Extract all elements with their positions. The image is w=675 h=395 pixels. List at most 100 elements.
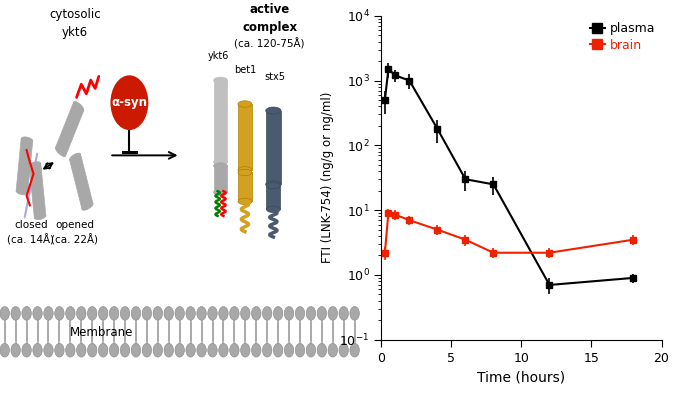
Circle shape — [153, 343, 163, 357]
Circle shape — [263, 307, 272, 320]
Circle shape — [197, 343, 207, 357]
Circle shape — [186, 307, 195, 320]
Circle shape — [99, 343, 108, 357]
Circle shape — [328, 343, 338, 357]
Circle shape — [76, 343, 86, 357]
Ellipse shape — [238, 198, 252, 205]
Circle shape — [252, 343, 261, 357]
Circle shape — [230, 307, 239, 320]
Ellipse shape — [74, 102, 84, 111]
Ellipse shape — [267, 206, 280, 213]
Polygon shape — [238, 173, 252, 201]
Circle shape — [208, 343, 217, 357]
Polygon shape — [70, 154, 93, 209]
Circle shape — [120, 343, 130, 357]
Text: (ca. 14Å): (ca. 14Å) — [7, 234, 55, 245]
Circle shape — [350, 307, 359, 320]
Circle shape — [11, 343, 20, 357]
Text: closed: closed — [14, 220, 48, 229]
Circle shape — [65, 343, 75, 357]
Text: bet1: bet1 — [234, 65, 256, 75]
Circle shape — [306, 343, 316, 357]
Circle shape — [22, 343, 31, 357]
Circle shape — [131, 307, 140, 320]
Circle shape — [11, 307, 20, 320]
Text: (ca. 22Å): (ca. 22Å) — [51, 234, 99, 245]
Circle shape — [284, 307, 294, 320]
Circle shape — [120, 307, 130, 320]
Circle shape — [230, 343, 239, 357]
Polygon shape — [213, 80, 227, 162]
Ellipse shape — [266, 181, 281, 188]
Circle shape — [175, 343, 184, 357]
Circle shape — [153, 307, 163, 320]
Ellipse shape — [21, 137, 33, 143]
Circle shape — [88, 343, 97, 357]
Circle shape — [306, 307, 316, 320]
Text: α-syn: α-syn — [111, 96, 147, 109]
Circle shape — [142, 343, 152, 357]
Circle shape — [317, 307, 327, 320]
Circle shape — [99, 307, 108, 320]
Ellipse shape — [16, 189, 28, 195]
Circle shape — [339, 343, 348, 357]
Circle shape — [295, 307, 304, 320]
Ellipse shape — [213, 77, 227, 83]
Circle shape — [44, 343, 53, 357]
Text: (ca. 120-75Å): (ca. 120-75Å) — [234, 38, 305, 49]
Circle shape — [131, 343, 140, 357]
Polygon shape — [16, 139, 32, 193]
Circle shape — [44, 307, 53, 320]
Circle shape — [317, 343, 327, 357]
Circle shape — [55, 307, 64, 320]
Circle shape — [339, 307, 348, 320]
X-axis label: Time (hours): Time (hours) — [477, 370, 566, 384]
Circle shape — [76, 307, 86, 320]
Circle shape — [208, 307, 217, 320]
Ellipse shape — [267, 182, 280, 189]
Circle shape — [33, 343, 43, 357]
Ellipse shape — [29, 162, 40, 167]
Text: ykt6: ykt6 — [208, 51, 230, 61]
Circle shape — [65, 307, 75, 320]
Ellipse shape — [213, 163, 227, 169]
Ellipse shape — [34, 214, 46, 220]
Text: ykt6: ykt6 — [61, 26, 88, 39]
Circle shape — [0, 343, 9, 357]
Polygon shape — [213, 166, 227, 192]
Text: Membrane: Membrane — [70, 326, 134, 339]
Ellipse shape — [238, 101, 252, 107]
Circle shape — [197, 307, 207, 320]
Circle shape — [219, 343, 228, 357]
Circle shape — [295, 343, 304, 357]
Legend: plasma, brain: plasma, brain — [590, 22, 655, 52]
Polygon shape — [55, 102, 84, 156]
Circle shape — [0, 307, 9, 320]
Circle shape — [109, 307, 119, 320]
Circle shape — [142, 307, 152, 320]
Text: complex: complex — [242, 21, 297, 34]
Circle shape — [273, 343, 283, 357]
Y-axis label: FTI (LNK-754) (ng/g or ng/ml): FTI (LNK-754) (ng/g or ng/ml) — [321, 92, 334, 263]
Ellipse shape — [55, 147, 65, 157]
Circle shape — [219, 307, 228, 320]
Ellipse shape — [213, 189, 227, 196]
Ellipse shape — [266, 107, 281, 114]
Circle shape — [88, 307, 97, 320]
Polygon shape — [29, 164, 46, 218]
Circle shape — [175, 307, 184, 320]
Circle shape — [186, 343, 195, 357]
Polygon shape — [266, 111, 281, 184]
Circle shape — [252, 307, 261, 320]
Circle shape — [33, 307, 43, 320]
Ellipse shape — [238, 169, 252, 176]
Circle shape — [240, 343, 250, 357]
Circle shape — [55, 343, 64, 357]
Ellipse shape — [82, 203, 93, 210]
Circle shape — [164, 307, 173, 320]
Ellipse shape — [238, 167, 252, 173]
Circle shape — [22, 307, 31, 320]
Circle shape — [240, 307, 250, 320]
Ellipse shape — [70, 153, 80, 161]
Circle shape — [328, 307, 338, 320]
